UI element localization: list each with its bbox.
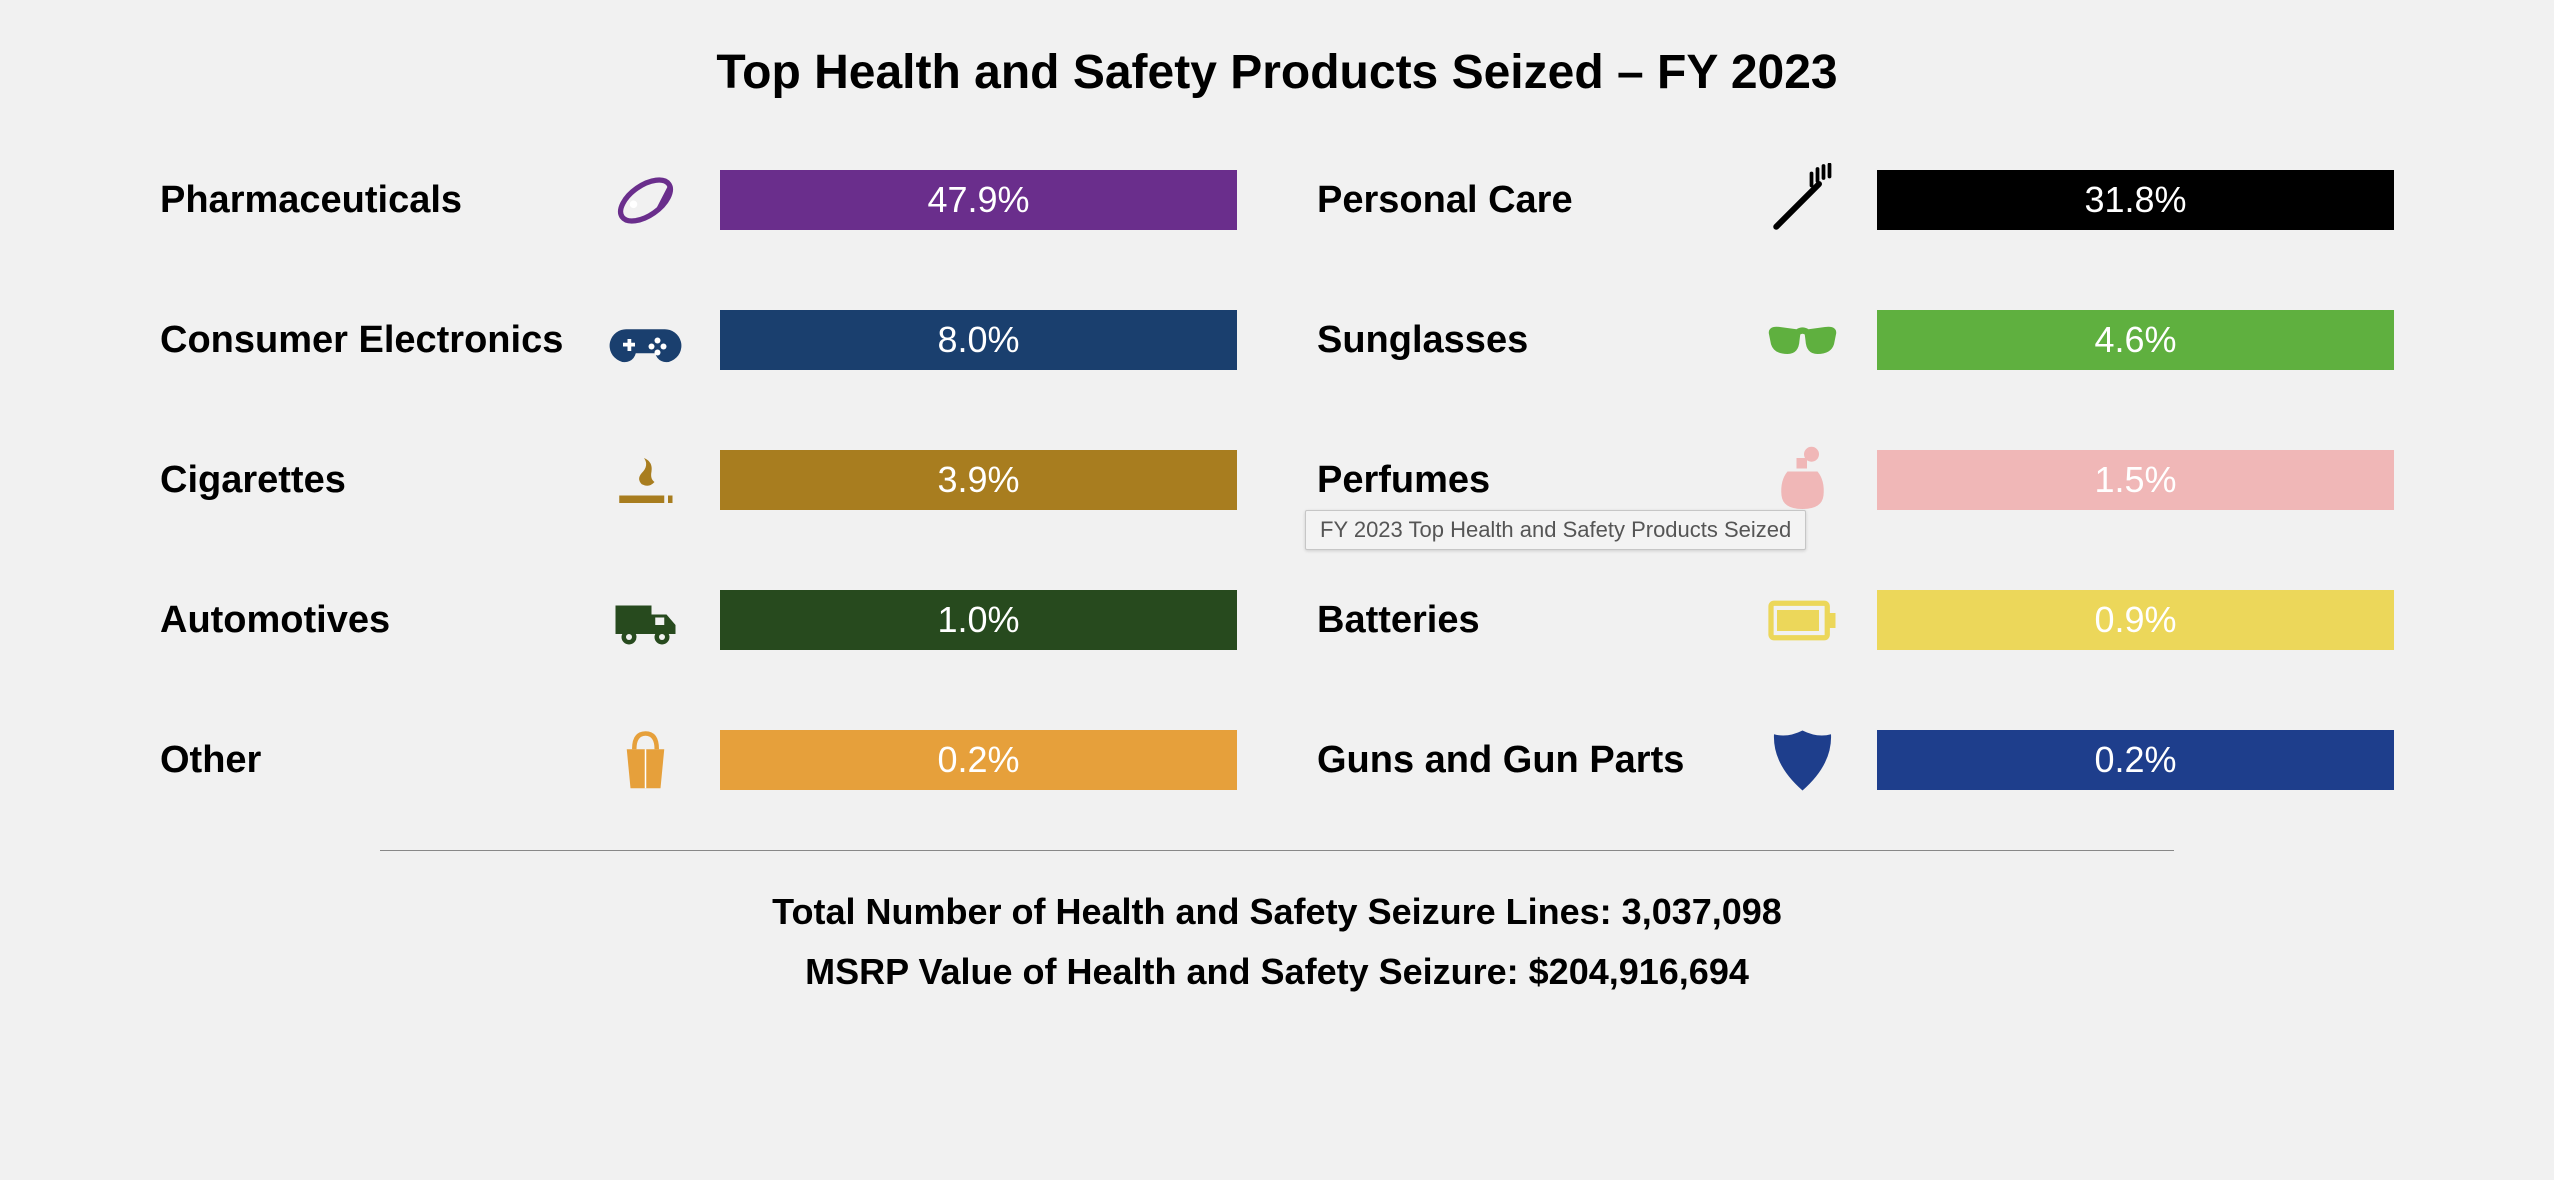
bar-perfumes: 1.5% [1877,450,2394,510]
row-other: Other 0.2% [160,720,1237,800]
page-title: Top Health and Safety Products Seized – … [100,45,2454,100]
footer: Total Number of Health and Safety Seizur… [100,891,2454,993]
label-other: Other [160,739,590,782]
row-sunglasses: Sunglasses 4.6% [1317,300,2394,380]
footer-line2-value: $204,916,694 [1529,951,1749,992]
bar-pharmaceuticals: 47.9% [720,170,1237,230]
label-consumer-electronics: Consumer Electronics [160,319,590,362]
gamepad-icon [590,300,700,380]
footer-line1-value: 3,037,098 [1622,891,1782,932]
footer-line-2: MSRP Value of Health and Safety Seizure:… [100,951,2454,993]
toothbrush-icon [1747,160,1857,240]
row-automotives: Automotives 1.0% [160,580,1237,660]
sunglasses-icon [1747,300,1857,380]
bar-batteries: 0.9% [1877,590,2394,650]
row-perfumes: Perfumes 1.5% [1317,440,2394,520]
divider [380,850,2174,851]
row-personal-care: Personal Care 31.8% [1317,160,2394,240]
bar-personal-care: 31.8% [1877,170,2394,230]
label-perfumes: Perfumes [1317,459,1747,502]
label-pharmaceuticals: Pharmaceuticals [160,179,590,222]
items-grid: Pharmaceuticals 47.9% Personal Care 31.8… [100,160,2454,800]
perfume-icon [1747,440,1857,520]
shield-icon [1747,720,1857,800]
bar-other: 0.2% [720,730,1237,790]
row-consumer-electronics: Consumer Electronics 8.0% [160,300,1237,380]
bar-automotives: 1.0% [720,590,1237,650]
footer-line1-label: Total Number of Health and Safety Seizur… [772,891,1600,932]
label-automotives: Automotives [160,599,590,642]
shopping-bag-icon [590,720,700,800]
tooltip: FY 2023 Top Health and Safety Products S… [1305,510,1806,550]
bar-sunglasses: 4.6% [1877,310,2394,370]
row-cigarettes: Cigarettes 3.9% [160,440,1237,520]
truck-icon [590,580,700,660]
label-batteries: Batteries [1317,599,1747,642]
label-sunglasses: Sunglasses [1317,319,1747,362]
bar-cigarettes: 3.9% [720,450,1237,510]
cigarette-icon [590,440,700,520]
footer-line-1: Total Number of Health and Safety Seizur… [100,891,2454,933]
row-batteries: Batteries 0.9% [1317,580,2394,660]
bar-guns: 0.2% [1877,730,2394,790]
row-guns: Guns and Gun Parts 0.2% [1317,720,2394,800]
label-personal-care: Personal Care [1317,179,1747,222]
footer-line2-label: MSRP Value of Health and Safety Seizure [805,951,1507,992]
label-cigarettes: Cigarettes [160,459,590,502]
pill-icon [590,160,700,240]
row-pharmaceuticals: Pharmaceuticals 47.9% [160,160,1237,240]
label-guns: Guns and Gun Parts [1317,739,1747,782]
bar-consumer-electronics: 8.0% [720,310,1237,370]
infographic-container: Top Health and Safety Products Seized – … [0,0,2554,1180]
battery-icon [1747,580,1857,660]
